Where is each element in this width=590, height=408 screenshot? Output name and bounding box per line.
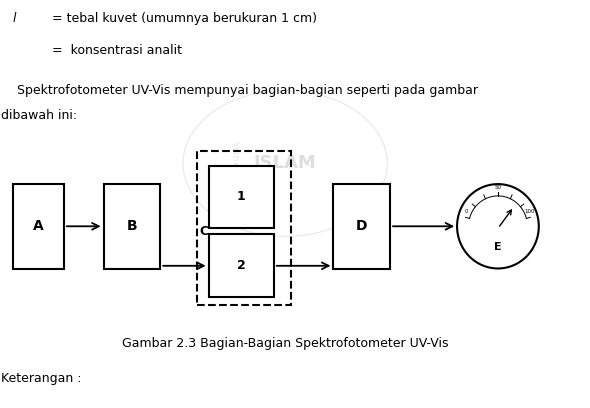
Text: E: E [494, 242, 502, 253]
Text: A: A [33, 219, 44, 233]
Text: 0: 0 [465, 209, 468, 214]
Text: B: B [127, 219, 137, 233]
Bar [13, 184, 64, 269]
Bar [197, 151, 291, 305]
Text: 100: 100 [524, 209, 535, 214]
Bar [208, 234, 274, 297]
Text: = tebal kuvet (umumnya berukuran 1 cm): = tebal kuvet (umumnya berukuran 1 cm) [53, 11, 317, 24]
Ellipse shape [457, 184, 539, 268]
Text: 2: 2 [237, 259, 245, 272]
Bar [103, 184, 160, 269]
Text: =  konsentrasi analit: = konsentrasi analit [53, 44, 182, 57]
Text: dibawah ini:: dibawah ini: [1, 109, 77, 122]
Bar [208, 166, 274, 228]
Text: ISLAM: ISLAM [254, 155, 316, 173]
Text: Keterangan :: Keterangan : [1, 372, 82, 385]
Text: 50: 50 [494, 185, 501, 190]
Text: C: C [199, 225, 208, 238]
Text: l: l [13, 11, 17, 24]
Text: UNIVERSITAS: UNIVERSITAS [234, 141, 240, 186]
Text: Gambar 2.3 Bagian-Bagian Spektrofotometer UV-Vis: Gambar 2.3 Bagian-Bagian Spektrofotomete… [122, 337, 448, 350]
Text: D: D [356, 219, 368, 233]
Text: Spektrofotometer UV-Vis mempunyai bagian-bagian seperti pada gambar: Spektrofotometer UV-Vis mempunyai bagian… [1, 84, 478, 98]
Text: 1: 1 [237, 191, 245, 204]
Bar [333, 184, 390, 269]
